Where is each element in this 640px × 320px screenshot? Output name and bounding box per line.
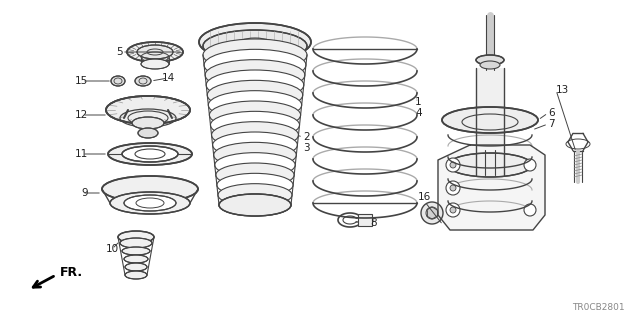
Ellipse shape — [125, 271, 147, 279]
Text: FR.: FR. — [60, 266, 83, 278]
Ellipse shape — [219, 194, 291, 216]
Ellipse shape — [480, 61, 500, 69]
Text: 1: 1 — [415, 97, 422, 107]
Circle shape — [524, 204, 536, 216]
Ellipse shape — [203, 30, 307, 62]
Text: 12: 12 — [75, 110, 88, 120]
Ellipse shape — [219, 194, 291, 216]
Ellipse shape — [204, 49, 306, 81]
Ellipse shape — [138, 128, 158, 138]
Text: 13: 13 — [556, 85, 569, 95]
Ellipse shape — [106, 96, 190, 124]
Ellipse shape — [212, 132, 298, 158]
Text: 11: 11 — [75, 149, 88, 159]
Ellipse shape — [442, 107, 538, 133]
Bar — [358, 214, 372, 226]
Ellipse shape — [215, 153, 295, 177]
Text: 2: 2 — [303, 132, 310, 142]
Ellipse shape — [122, 247, 150, 255]
Ellipse shape — [214, 142, 296, 168]
Circle shape — [446, 158, 460, 172]
Circle shape — [446, 203, 460, 217]
Ellipse shape — [127, 42, 183, 62]
Bar — [476, 68, 504, 175]
Ellipse shape — [209, 101, 301, 129]
Circle shape — [426, 207, 438, 219]
Circle shape — [524, 159, 536, 171]
Ellipse shape — [203, 39, 307, 71]
Ellipse shape — [108, 143, 192, 165]
Ellipse shape — [102, 176, 198, 202]
Text: 9: 9 — [81, 188, 88, 198]
Ellipse shape — [199, 23, 311, 61]
Ellipse shape — [137, 45, 173, 59]
Ellipse shape — [448, 153, 532, 177]
Ellipse shape — [206, 70, 304, 100]
Circle shape — [450, 207, 456, 213]
Ellipse shape — [476, 55, 504, 65]
Ellipse shape — [120, 238, 152, 248]
Ellipse shape — [218, 184, 292, 206]
Circle shape — [421, 202, 443, 224]
Polygon shape — [438, 145, 545, 230]
Ellipse shape — [124, 255, 148, 263]
Circle shape — [450, 162, 456, 168]
Text: 16: 16 — [418, 192, 431, 202]
Ellipse shape — [207, 80, 303, 110]
Text: 6: 6 — [548, 108, 555, 118]
Ellipse shape — [124, 195, 176, 211]
Ellipse shape — [141, 59, 169, 69]
Ellipse shape — [217, 173, 293, 197]
Ellipse shape — [209, 91, 301, 119]
Text: 10: 10 — [106, 244, 119, 254]
Text: 8: 8 — [370, 218, 376, 228]
Ellipse shape — [118, 231, 154, 243]
Text: 4: 4 — [415, 108, 422, 118]
Circle shape — [450, 185, 456, 191]
Text: 3: 3 — [303, 143, 310, 153]
Ellipse shape — [212, 122, 298, 148]
Ellipse shape — [110, 192, 190, 214]
Text: 7: 7 — [548, 119, 555, 129]
Text: 5: 5 — [116, 47, 123, 57]
Ellipse shape — [205, 60, 305, 90]
Ellipse shape — [111, 76, 125, 86]
Text: TR0CB2801: TR0CB2801 — [572, 303, 625, 312]
Ellipse shape — [211, 111, 300, 139]
Ellipse shape — [125, 263, 147, 271]
Ellipse shape — [122, 146, 178, 162]
Ellipse shape — [216, 163, 294, 187]
Circle shape — [446, 181, 460, 195]
Text: 15: 15 — [75, 76, 88, 86]
Ellipse shape — [135, 76, 151, 86]
Ellipse shape — [132, 117, 164, 129]
Text: 14: 14 — [162, 73, 175, 83]
